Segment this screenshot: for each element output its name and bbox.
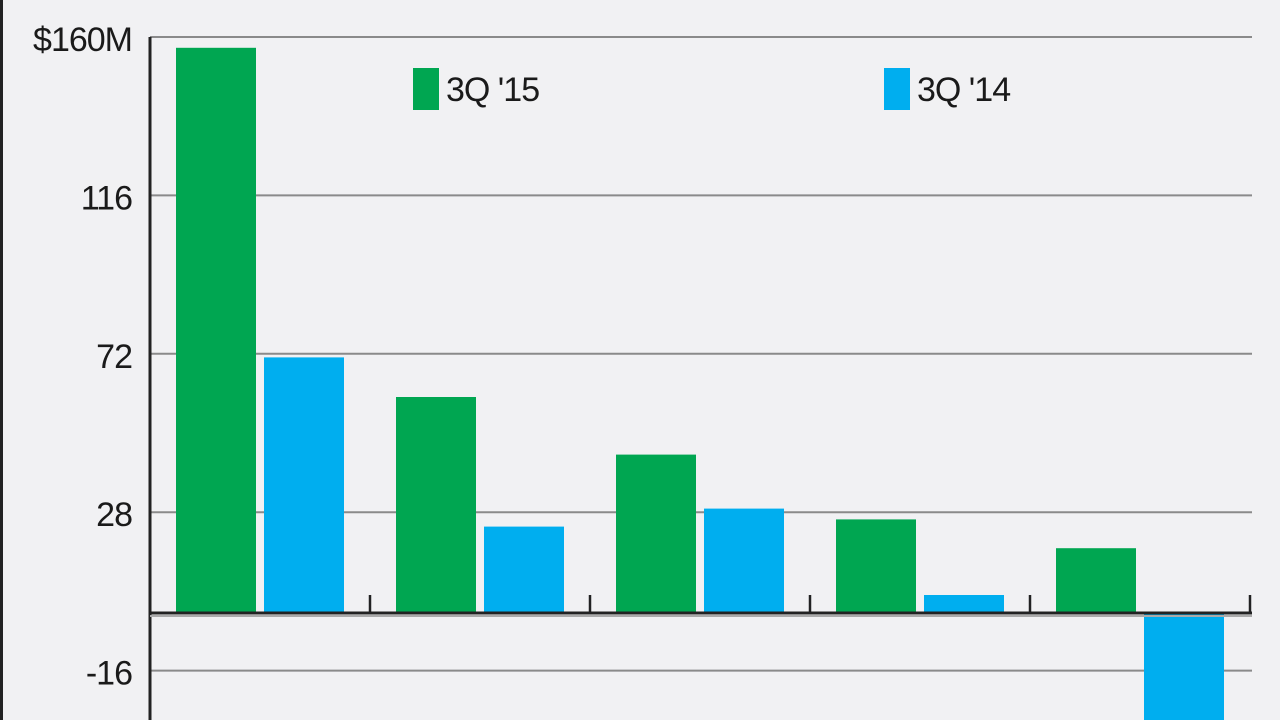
y-tick-label: $160M bbox=[33, 21, 132, 59]
frame-border bbox=[0, 0, 3, 720]
bar-3q14-3 bbox=[704, 508, 784, 613]
y-tick-label: 28 bbox=[96, 496, 132, 534]
legend-label: 3Q '14 bbox=[917, 71, 1010, 109]
y-tick-label: -16 bbox=[86, 655, 132, 693]
bar-3q15-5 bbox=[1056, 548, 1136, 613]
bar-3q14-5 bbox=[1144, 613, 1224, 720]
bar-3q14-1 bbox=[264, 357, 344, 613]
y-tick-label: 116 bbox=[81, 179, 132, 217]
bar-3q15-2 bbox=[396, 397, 476, 613]
legend-label: 3Q '15 bbox=[446, 71, 539, 109]
bar-3q15-4 bbox=[836, 519, 916, 613]
legend-swatch bbox=[884, 68, 910, 110]
bar-3q14-2 bbox=[484, 526, 564, 613]
bar-3q15-1 bbox=[176, 47, 256, 614]
bar-3q14-4 bbox=[924, 595, 1004, 613]
bar-3q15-3 bbox=[616, 454, 696, 613]
y-tick-label: 72 bbox=[96, 338, 132, 376]
legend-swatch bbox=[413, 68, 439, 110]
